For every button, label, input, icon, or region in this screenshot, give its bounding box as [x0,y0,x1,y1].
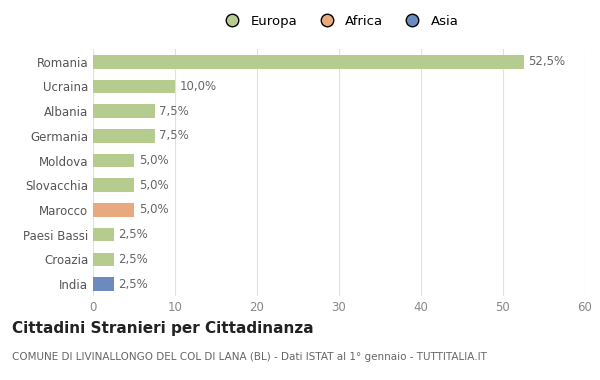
Bar [93,80,175,93]
Legend: Europa, Africa, Asia: Europa, Africa, Asia [214,10,464,33]
Text: 10,0%: 10,0% [180,80,217,93]
Text: 2,5%: 2,5% [118,277,148,291]
Text: 5,0%: 5,0% [139,179,169,192]
Text: 5,0%: 5,0% [139,154,169,167]
Bar [93,228,113,241]
Text: 7,5%: 7,5% [160,129,189,142]
Text: 2,5%: 2,5% [118,228,148,241]
Text: 2,5%: 2,5% [118,253,148,266]
Bar [93,129,155,142]
Bar [93,277,113,291]
Bar [93,253,113,266]
Bar [93,179,134,192]
Bar [93,203,134,217]
Text: COMUNE DI LIVINALLONGO DEL COL DI LANA (BL) - Dati ISTAT al 1° gennaio - TUTTITA: COMUNE DI LIVINALLONGO DEL COL DI LANA (… [12,352,487,361]
Text: 7,5%: 7,5% [160,105,189,118]
Text: 52,5%: 52,5% [529,55,566,68]
Bar [93,105,155,118]
Bar [93,55,523,68]
Text: Cittadini Stranieri per Cittadinanza: Cittadini Stranieri per Cittadinanza [12,321,314,336]
Bar [93,154,134,167]
Text: 5,0%: 5,0% [139,203,169,217]
